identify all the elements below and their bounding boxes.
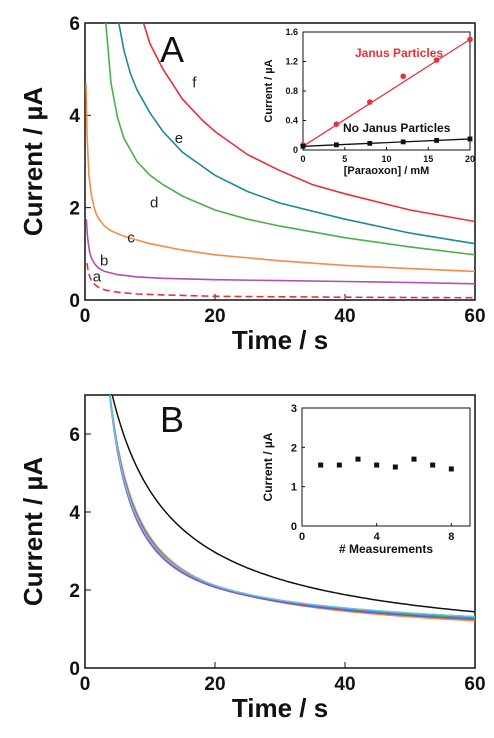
panel-a-chart: 0 20 40 60 0 2 4 6 Time / s Current / µA ab cd e fA 0 5… bbox=[18, 14, 486, 355]
inset-x-axis-label: [Paraoxon] / mM bbox=[344, 165, 430, 177]
current-curve-e bbox=[118, 23, 475, 245]
y-tick-label: 6 bbox=[69, 425, 80, 446]
y-axis-label: Current / µA bbox=[18, 87, 48, 237]
plot-frame bbox=[84, 394, 476, 669]
x-tick-label: 20 bbox=[204, 306, 225, 327]
inset-y-tick-label: 0 bbox=[293, 145, 298, 155]
current-curve-d bbox=[105, 23, 475, 256]
inset-fit-line bbox=[302, 38, 471, 147]
inset-data-point bbox=[333, 121, 340, 127]
inset-data-point bbox=[355, 456, 361, 462]
inset-x-tick-label: 0 bbox=[300, 154, 305, 164]
panel-label-b: B bbox=[160, 399, 184, 440]
inset-x-tick-label: 15 bbox=[423, 154, 433, 164]
y-tick-label: 4 bbox=[69, 106, 80, 127]
inset-plot-frame bbox=[301, 407, 471, 527]
y-tick-label: 4 bbox=[69, 503, 80, 524]
inset-data-point bbox=[392, 464, 398, 470]
inset-data-point bbox=[467, 136, 473, 142]
inset-data-point bbox=[411, 456, 417, 462]
inset-y-axis-label: Current / µA bbox=[263, 59, 275, 122]
inset-x-tick-label: 8 bbox=[448, 531, 454, 543]
y-axis-label: Current / µA bbox=[18, 457, 48, 607]
x-tick-label: 40 bbox=[334, 306, 355, 327]
panel-a-inset: 0 5 10 15 20 0 0.4 0.8 1.2 1.6 [Paraoxon] / mM Curr… bbox=[263, 27, 475, 177]
y-tick-label: 0 bbox=[69, 291, 80, 312]
y-tick-label: 6 bbox=[69, 14, 80, 35]
legend-janus-particles: Janus Particles bbox=[355, 46, 443, 60]
measurement-curve-1 bbox=[111, 395, 475, 613]
inset-x-tick-label: 5 bbox=[342, 154, 347, 164]
inset-y-tick-label: 0.4 bbox=[285, 116, 298, 126]
curve-label-a: a bbox=[93, 269, 102, 286]
inset-x-tick-label: 4 bbox=[374, 531, 381, 543]
inset-data-point bbox=[430, 462, 436, 468]
inset-y-tick-label: 3 bbox=[291, 403, 297, 415]
x-tick-label: 60 bbox=[464, 306, 485, 327]
measurement-curve-8 bbox=[109, 395, 475, 618]
current-curve-c bbox=[85, 82, 475, 273]
inset-x-tick-label: 20 bbox=[465, 154, 475, 164]
inset-y-axis-label: Current / µA bbox=[261, 432, 275, 501]
curve-label-e: e bbox=[175, 130, 183, 147]
inset-data-point bbox=[448, 466, 454, 472]
x-tick-label: 40 bbox=[334, 674, 355, 695]
inset-y-tick-label: 0 bbox=[291, 521, 297, 533]
inset-x-tick-label: 10 bbox=[381, 154, 391, 164]
x-tick-label: 60 bbox=[464, 674, 485, 695]
inset-y-tick-label: 1 bbox=[291, 482, 297, 494]
inset-data-point bbox=[433, 57, 440, 63]
inset-data-point bbox=[367, 99, 373, 105]
inset-x-axis-label: # Measurements bbox=[339, 542, 433, 556]
panel-label-a: A bbox=[160, 29, 184, 70]
inset-data-point bbox=[374, 462, 380, 468]
inset-data-point bbox=[400, 139, 406, 145]
panel-b-chart: 0 20 40 60 0 2 4 6 Time / s Current / µA B 0 4 8 0 1 2 3 #… bbox=[18, 394, 486, 723]
inset-y-tick-label: 1.2 bbox=[285, 57, 298, 67]
inset-y-tick-label: 2 bbox=[291, 442, 297, 454]
panel-a-curves bbox=[85, 23, 475, 299]
curve-label-b: b bbox=[100, 252, 108, 269]
inset-data-point bbox=[400, 73, 407, 80]
inset-y-tick-label: 1.6 bbox=[285, 27, 298, 37]
current-curve-f bbox=[142, 23, 475, 223]
inset-data-point bbox=[334, 142, 339, 148]
y-tick-label: 2 bbox=[69, 581, 80, 602]
x-tick-label: 0 bbox=[80, 674, 91, 695]
inset-data-point bbox=[318, 462, 324, 468]
legend-no-janus-particles: No Janus Particles bbox=[343, 121, 451, 135]
inset-data-point bbox=[367, 140, 373, 146]
current-curve-b bbox=[85, 219, 475, 285]
inset-data-point bbox=[434, 138, 439, 143]
panel-b-curves bbox=[109, 395, 475, 622]
inset-fit-line bbox=[302, 138, 471, 147]
inset-data-point bbox=[300, 143, 306, 149]
plot-frame bbox=[84, 22, 476, 301]
x-axis-label: Time / s bbox=[232, 693, 328, 723]
curve-label-f: f bbox=[192, 75, 197, 92]
inset-data-point bbox=[467, 36, 473, 43]
inset-x-tick-label: 0 bbox=[299, 531, 305, 543]
x-tick-label: 0 bbox=[80, 306, 91, 327]
x-axis-label: Time / s bbox=[232, 325, 328, 355]
inset-y-tick-label: 0.8 bbox=[285, 86, 298, 96]
current-curve-a bbox=[86, 262, 475, 299]
panel-b-inset: 0 4 8 0 1 2 3 # Measurements Current / µA bbox=[261, 403, 471, 556]
y-tick-label: 0 bbox=[69, 659, 80, 680]
curve-label-d: d bbox=[150, 195, 158, 212]
curve-label-c: c bbox=[127, 229, 135, 246]
x-tick-label: 20 bbox=[204, 674, 225, 695]
inset-data-point bbox=[336, 462, 342, 468]
y-tick-label: 2 bbox=[69, 199, 80, 220]
